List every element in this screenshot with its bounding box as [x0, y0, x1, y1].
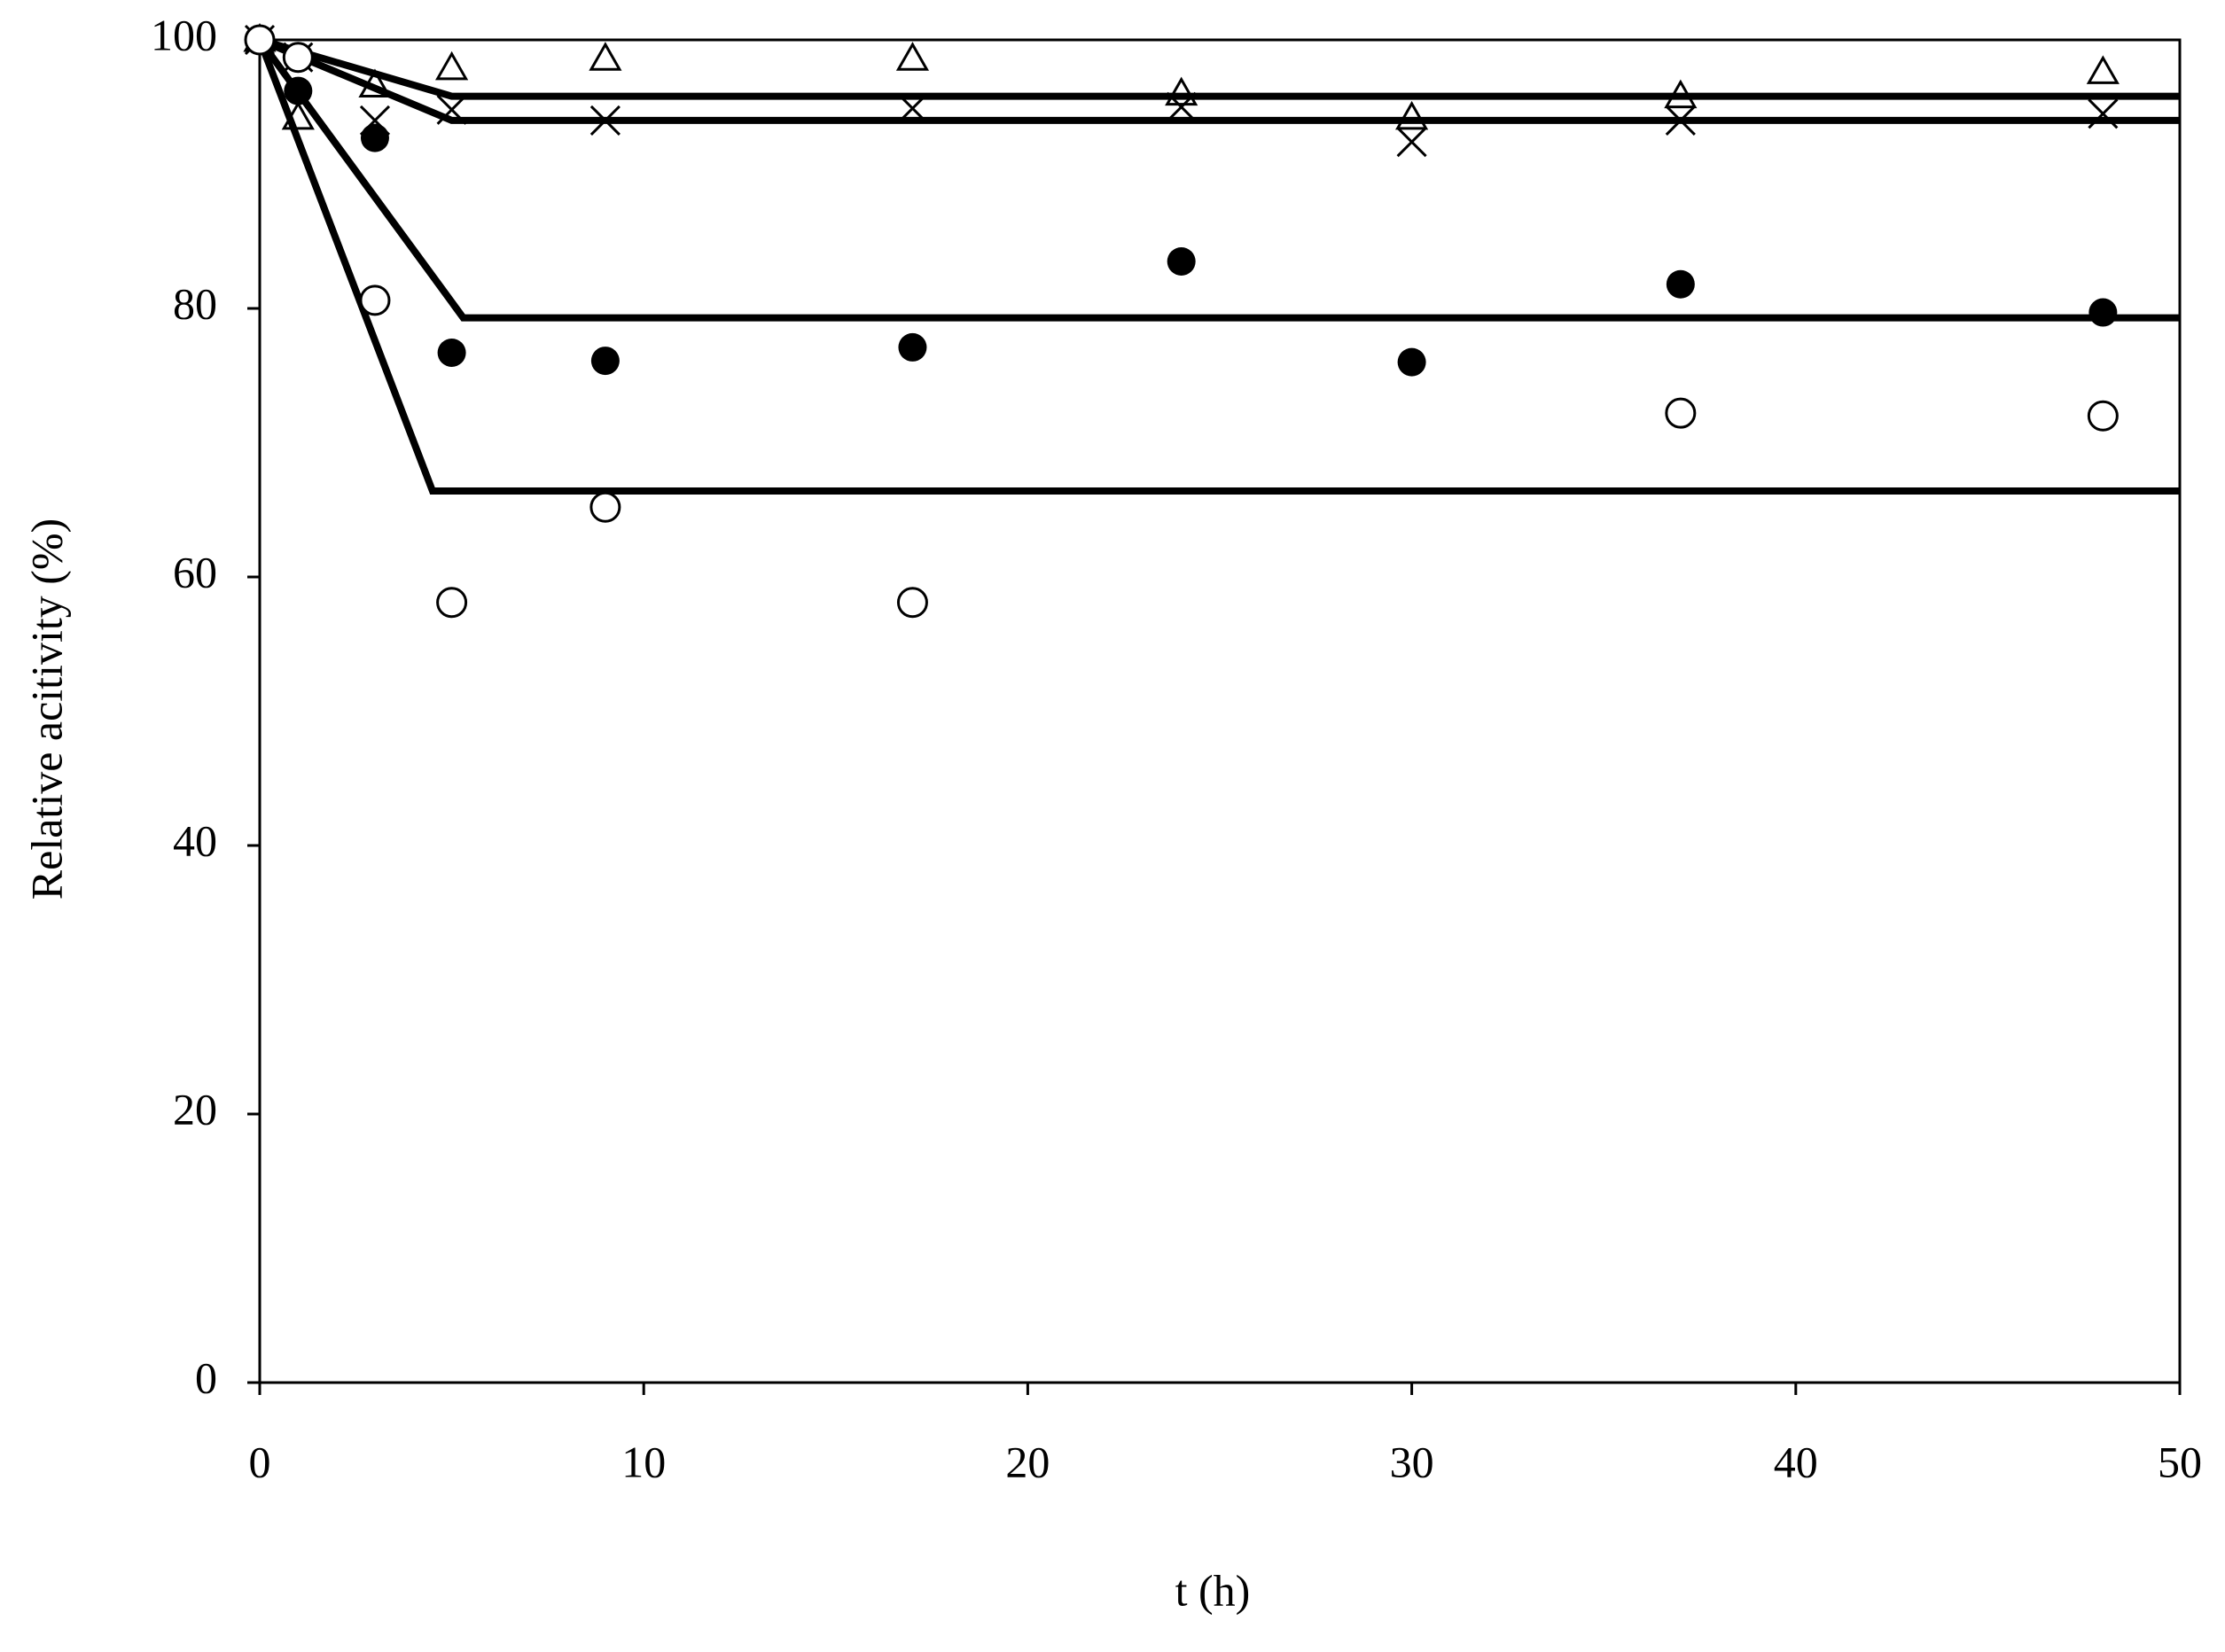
x-tick-label: 40: [1774, 1437, 1818, 1486]
open-point: [896, 587, 928, 619]
fit-line: [256, 37, 2180, 322]
triangle-point: [1395, 100, 1429, 130]
triangle-point: [1664, 79, 1698, 109]
filled-point: [898, 332, 927, 362]
filled-point: [2088, 298, 2118, 327]
cross-point: [2088, 98, 2119, 129]
plot-frame: [258, 38, 2182, 1384]
open-point: [359, 284, 391, 316]
y-tick-label: 0: [195, 1352, 217, 1402]
x-tick-label: 50: [2158, 1437, 2202, 1486]
triangle-point: [281, 100, 315, 130]
triangle-point: [895, 42, 930, 71]
filled-point: [590, 347, 620, 376]
y-tick-label: 60: [173, 547, 217, 596]
filled-point: [284, 76, 313, 105]
triangle-point: [1165, 76, 1198, 106]
y-tick-label: 80: [173, 278, 217, 328]
x-tick-label: 30: [1390, 1437, 1434, 1486]
cross-point: [436, 94, 467, 125]
y-tick-label: 20: [173, 1084, 217, 1134]
cross-point: [589, 105, 621, 136]
open-point: [244, 24, 276, 56]
filled-point: [1397, 347, 1426, 377]
fit-line: [258, 36, 2180, 100]
cross-point: [1166, 91, 1197, 122]
triangle-point: [2086, 55, 2120, 84]
triangle-point: [589, 42, 622, 71]
triangle-point: [358, 68, 392, 98]
fit-line: [256, 38, 2180, 495]
open-point: [282, 42, 314, 74]
filled-point: [437, 338, 466, 367]
open-point: [2087, 400, 2119, 432]
cross-point: [1665, 105, 1696, 136]
open-point: [436, 587, 468, 619]
x-tick-label: 0: [249, 1437, 271, 1486]
cross-point: [1396, 127, 1427, 158]
fit-line: [258, 36, 2180, 124]
x-axis-label: t (h): [1175, 1565, 1251, 1615]
open-point: [589, 491, 621, 523]
triangle-point: [435, 51, 469, 81]
x-tick-label: 20: [1005, 1437, 1050, 1486]
y-tick-label: 100: [151, 10, 217, 59]
y-tick-label: 40: [173, 815, 217, 865]
filled-point: [1167, 246, 1196, 276]
open-point: [1665, 397, 1697, 429]
y-axis-label: Relative acitivity (%): [21, 518, 71, 900]
x-tick-label: 10: [621, 1437, 666, 1486]
filled-point: [360, 123, 389, 152]
cross-point: [897, 93, 928, 124]
filled-point: [1666, 269, 1695, 299]
